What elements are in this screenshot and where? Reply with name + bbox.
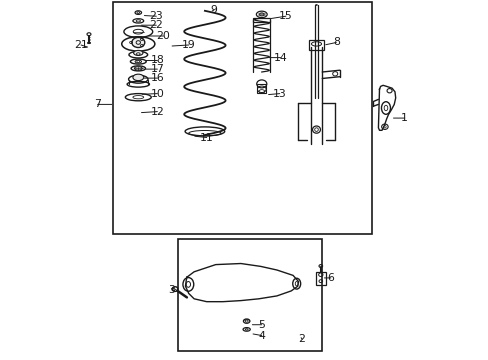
Bar bbox=[315, 272, 325, 285]
Text: 13: 13 bbox=[272, 89, 286, 99]
Text: 4: 4 bbox=[258, 330, 264, 341]
Text: 14: 14 bbox=[273, 53, 287, 63]
Text: 21: 21 bbox=[74, 40, 88, 50]
Text: 10: 10 bbox=[150, 89, 164, 99]
Bar bbox=[178, 239, 321, 351]
Text: 9: 9 bbox=[210, 5, 217, 15]
Text: 15: 15 bbox=[279, 11, 292, 21]
Text: 11: 11 bbox=[200, 132, 213, 143]
Text: 12: 12 bbox=[150, 107, 164, 117]
Text: 5: 5 bbox=[258, 320, 264, 330]
Text: 6: 6 bbox=[327, 273, 334, 283]
Text: 22: 22 bbox=[149, 20, 163, 30]
Text: 1: 1 bbox=[401, 113, 407, 123]
Text: 20: 20 bbox=[156, 31, 170, 41]
Bar bbox=[113, 2, 371, 234]
Text: 16: 16 bbox=[150, 73, 164, 83]
Bar bbox=[309, 40, 323, 50]
Text: 3: 3 bbox=[168, 285, 175, 295]
Ellipse shape bbox=[132, 37, 144, 48]
Ellipse shape bbox=[133, 50, 142, 55]
Text: 18: 18 bbox=[150, 55, 164, 66]
Text: 19: 19 bbox=[182, 40, 195, 50]
Bar bbox=[253, 18, 270, 22]
Text: 23: 23 bbox=[149, 11, 163, 21]
Text: 2: 2 bbox=[298, 334, 305, 344]
Bar bbox=[257, 84, 265, 93]
Text: 17: 17 bbox=[150, 64, 164, 74]
Text: 7: 7 bbox=[94, 99, 101, 109]
Text: 8: 8 bbox=[332, 37, 339, 48]
Ellipse shape bbox=[133, 74, 143, 81]
